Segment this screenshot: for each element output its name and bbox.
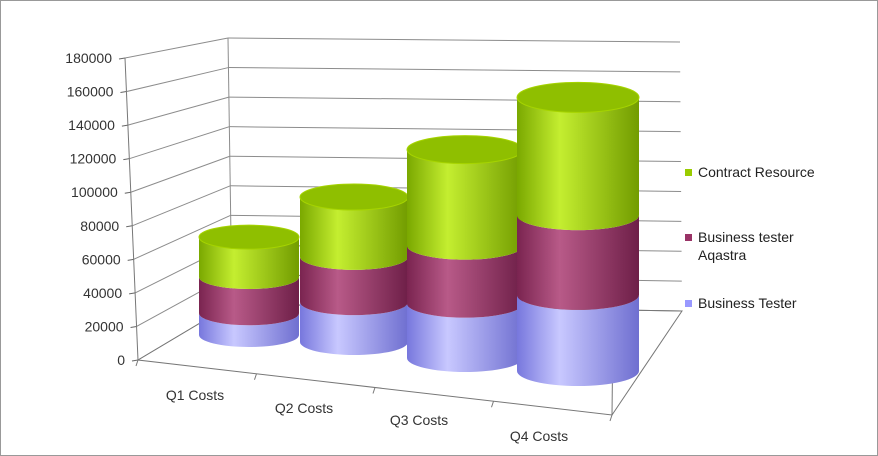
- gridline-side: [124, 37, 229, 59]
- x-tick-mark: [254, 373, 257, 380]
- cylinder-stack: [406, 135, 524, 372]
- x-tick-mark: [135, 359, 139, 367]
- cylinder-stack: [516, 81, 640, 386]
- x-tick-label: Q3 Costs: [390, 412, 448, 428]
- x-tick-mark: [491, 401, 494, 408]
- cylinder-segment: [517, 215, 639, 310]
- legend-swatch: [685, 169, 692, 176]
- x-tick-label: Q1 Costs: [166, 387, 224, 403]
- legend-swatch: [685, 234, 692, 241]
- legend-item: Contract Resource: [685, 164, 815, 180]
- cylinder-segment: [300, 256, 408, 316]
- y-tick-mark: [123, 158, 130, 161]
- legend-label: Business tester: [698, 229, 794, 245]
- legend-label: Business Tester: [698, 295, 797, 311]
- x-tick-mark: [609, 414, 613, 422]
- gridline-side: [129, 126, 230, 160]
- cylinder-segment: [517, 294, 639, 386]
- y-tick-mark: [130, 325, 137, 328]
- y-tick-mark: [126, 225, 133, 228]
- y-axis-line: [124, 57, 139, 361]
- legend-label-continued: Aqastra: [698, 247, 746, 263]
- legend-label: Contract Resource: [698, 164, 815, 180]
- y-tick-label: 20000: [85, 318, 124, 334]
- y-tick-label: 120000: [70, 151, 117, 167]
- cylinder-stack: [299, 183, 409, 355]
- gridline-back: [228, 67, 681, 73]
- y-tick-label: 0: [117, 352, 125, 368]
- cylinder-stack: [198, 224, 300, 347]
- y-tick-mark: [124, 191, 131, 194]
- y-tick-label: 140000: [68, 117, 115, 133]
- legend-item: Business Tester: [685, 295, 797, 311]
- y-tick-label: 180000: [65, 50, 112, 66]
- y-tick-label: 160000: [67, 84, 114, 100]
- cylinder-segment: [199, 237, 299, 290]
- cylinder-top-cap: [406, 135, 524, 165]
- cylinder-segment: [199, 277, 299, 326]
- x-tick-label: Q2 Costs: [275, 400, 333, 416]
- x-tick-mark: [372, 387, 376, 394]
- gridline-side: [130, 155, 230, 193]
- cylinder-segment: [199, 313, 299, 347]
- y-tick-mark: [120, 91, 127, 94]
- cylinder-segment: [300, 197, 408, 270]
- y-tick-mark: [121, 124, 128, 127]
- legend-item: Business tester Aqastra: [685, 229, 794, 263]
- y-tick-label: 100000: [71, 184, 118, 200]
- legend-swatch: [685, 300, 692, 307]
- gridline-back: [227, 37, 681, 43]
- cylinder-top-cap: [299, 183, 409, 211]
- cylinder-segment: [517, 97, 639, 231]
- y-tick-label: 80000: [80, 218, 119, 234]
- gridline-side: [127, 96, 230, 126]
- y-tick-mark: [118, 57, 126, 60]
- cylinder-top-cap: [198, 224, 300, 250]
- y-tick-label: 60000: [82, 251, 121, 267]
- y-tick-mark: [127, 258, 134, 261]
- y-tick-label: 40000: [83, 285, 122, 301]
- gridline-side: [133, 214, 231, 260]
- cylinder-segment: [300, 302, 408, 355]
- gridline-side: [132, 185, 231, 227]
- gridline-side: [126, 67, 229, 93]
- cylinder-segment: [407, 149, 523, 260]
- y-tick-mark: [129, 292, 136, 295]
- cylinder-top-cap: [516, 81, 640, 113]
- cylinder-segment: [407, 245, 523, 318]
- x-tick-label: Q4 Costs: [510, 428, 568, 444]
- cylinder-segment: [407, 303, 523, 372]
